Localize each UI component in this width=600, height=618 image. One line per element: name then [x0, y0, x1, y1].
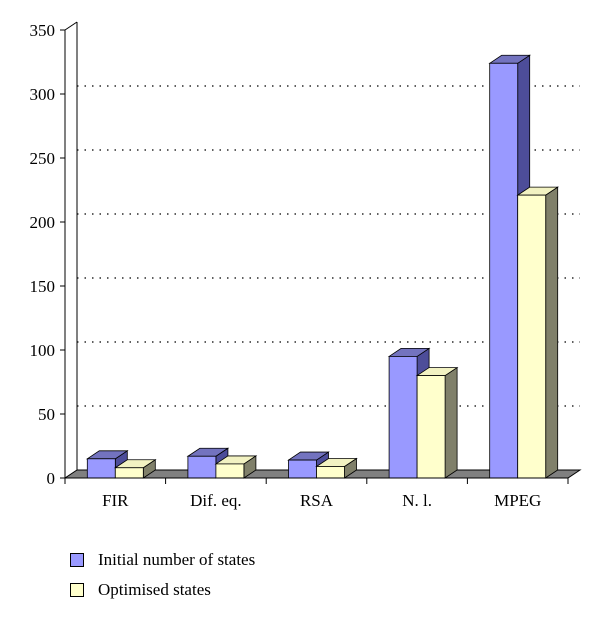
y-tick-label-6: 300 — [30, 85, 56, 104]
y-tick-label-1: 50 — [38, 405, 55, 424]
x-tick-label-1: Dif. eq. — [190, 491, 241, 510]
bar-1-4 — [516, 186, 560, 479]
bar-1-1 — [214, 455, 258, 479]
bar-front-0-3 — [388, 355, 418, 479]
legend: Initial number of states Optimised state… — [70, 545, 255, 605]
bar-side-1-3 — [444, 366, 458, 479]
y-axis-ticks: 0 50 100 150 200 250 300 350 — [30, 21, 65, 488]
y-tick-label-5: 250 — [30, 149, 56, 168]
bar-front-0-2 — [288, 459, 317, 479]
x-tick-label-4: MPEG — [494, 491, 541, 510]
legend-label-optimised: Optimised states — [98, 580, 211, 599]
y-tick-label-0: 0 — [47, 469, 56, 488]
bar-1-2 — [315, 457, 358, 479]
legend-label-initial: Initial number of states — [98, 550, 256, 569]
legend-swatch-initial — [70, 553, 84, 567]
y-axis-top-edge — [64, 21, 78, 31]
x-axis-ticks: FIR Dif. eq. RSA N. l. MPEG — [64, 477, 569, 510]
y-tick-label-7: 350 — [30, 21, 56, 40]
bar-front-1-0 — [114, 467, 144, 479]
legend-item-optimised: Optimised states — [70, 575, 255, 605]
bar-front-1-2 — [316, 466, 345, 479]
bar-front-0-1 — [187, 455, 217, 479]
bars-group — [85, 54, 560, 479]
y-tick-label-2: 100 — [30, 341, 56, 360]
x-tick-label-0: FIR — [102, 491, 129, 510]
bar-front-1-1 — [215, 463, 245, 479]
y-tick-label-4: 200 — [30, 213, 56, 232]
y-tick-label-3: 150 — [30, 277, 56, 296]
bar-1-3 — [415, 366, 459, 479]
bar-front-0-0 — [86, 458, 116, 479]
x-tick-label-2: RSA — [300, 491, 334, 510]
legend-swatch-optimised — [70, 583, 84, 597]
x-tick-label-3: N. l. — [402, 491, 432, 510]
legend-item-initial: Initial number of states — [70, 545, 255, 575]
bar-side-1-4 — [545, 186, 559, 479]
bar-front-0-4 — [489, 62, 519, 479]
grid-lines — [77, 85, 580, 407]
bar-front-1-3 — [416, 375, 446, 479]
bar-0-4 — [488, 54, 532, 479]
bar-front-1-4 — [517, 194, 547, 479]
